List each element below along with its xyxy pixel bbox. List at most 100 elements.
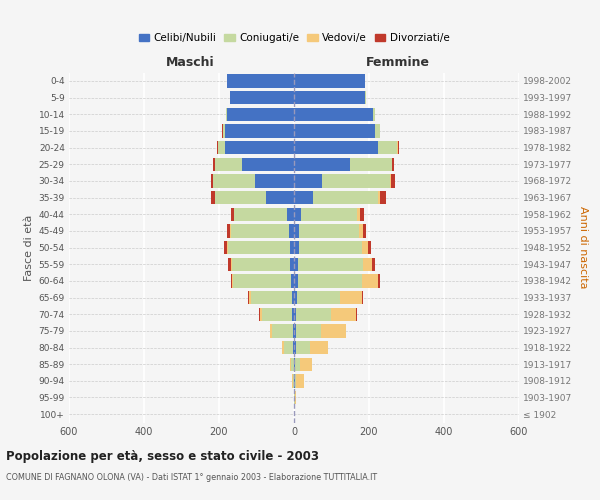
Bar bbox=[294, 374, 295, 388]
Bar bbox=[294, 208, 301, 221]
Y-axis label: Fasce di età: Fasce di età bbox=[25, 214, 34, 280]
Bar bbox=[289, 224, 294, 237]
Bar bbox=[294, 224, 299, 237]
Bar bbox=[248, 291, 249, 304]
Text: Femmine: Femmine bbox=[365, 56, 430, 69]
Bar bbox=[223, 124, 224, 138]
Bar bbox=[365, 91, 366, 104]
Bar bbox=[322, 174, 389, 188]
Bar bbox=[230, 224, 289, 237]
Bar bbox=[262, 308, 292, 321]
Bar bbox=[379, 141, 397, 154]
Bar bbox=[294, 258, 298, 271]
Bar bbox=[299, 358, 311, 371]
Text: COMUNE DI FAGNANO OLONA (VA) - Dati ISTAT 1° gennaio 2003 - Elaborazione TUTTITA: COMUNE DI FAGNANO OLONA (VA) - Dati ISTA… bbox=[6, 472, 377, 482]
Bar bbox=[331, 308, 356, 321]
Bar bbox=[266, 191, 294, 204]
Bar bbox=[310, 341, 328, 354]
Y-axis label: Anni di nascita: Anni di nascita bbox=[578, 206, 588, 289]
Bar bbox=[291, 274, 294, 287]
Bar bbox=[290, 241, 294, 254]
Bar bbox=[392, 158, 394, 171]
Bar bbox=[298, 258, 364, 271]
Bar bbox=[294, 174, 322, 188]
Bar bbox=[294, 291, 297, 304]
Bar bbox=[217, 141, 218, 154]
Bar bbox=[294, 124, 374, 138]
Bar bbox=[296, 341, 310, 354]
Bar bbox=[389, 174, 391, 188]
Bar bbox=[294, 308, 296, 321]
Bar bbox=[296, 308, 331, 321]
Bar bbox=[294, 241, 299, 254]
Bar bbox=[293, 324, 294, 338]
Bar bbox=[359, 224, 363, 237]
Bar bbox=[361, 274, 379, 287]
Bar bbox=[292, 308, 294, 321]
Bar bbox=[350, 158, 392, 171]
Bar bbox=[290, 358, 293, 371]
Bar bbox=[294, 358, 295, 371]
Bar bbox=[364, 258, 371, 271]
Bar bbox=[313, 191, 379, 204]
Bar bbox=[227, 224, 230, 237]
Bar bbox=[284, 341, 293, 354]
Bar bbox=[373, 108, 374, 121]
Text: Maschi: Maschi bbox=[166, 56, 215, 69]
Bar bbox=[226, 108, 227, 121]
Bar bbox=[368, 241, 371, 254]
Bar bbox=[294, 74, 365, 88]
Bar bbox=[272, 324, 293, 338]
Bar bbox=[294, 158, 350, 171]
Bar bbox=[211, 174, 213, 188]
Bar bbox=[297, 291, 340, 304]
Bar bbox=[282, 341, 284, 354]
Bar bbox=[218, 141, 224, 154]
Bar bbox=[293, 341, 294, 354]
Bar bbox=[215, 191, 266, 204]
Legend: Celibi/Nubili, Coniugati/e, Vedovi/e, Divorziati/e: Celibi/Nubili, Coniugati/e, Vedovi/e, Di… bbox=[134, 28, 454, 47]
Bar bbox=[292, 291, 294, 304]
Bar bbox=[294, 141, 379, 154]
Bar bbox=[357, 208, 360, 221]
Bar bbox=[241, 158, 294, 171]
Bar bbox=[215, 158, 241, 171]
Bar bbox=[371, 258, 374, 271]
Bar bbox=[298, 274, 361, 287]
Bar bbox=[322, 324, 346, 338]
Bar bbox=[227, 241, 290, 254]
Bar bbox=[233, 274, 291, 287]
Bar bbox=[380, 191, 386, 204]
Bar bbox=[299, 241, 362, 254]
Bar bbox=[391, 174, 395, 188]
Bar bbox=[224, 124, 294, 138]
Bar bbox=[294, 324, 296, 338]
Bar bbox=[294, 191, 313, 204]
Bar bbox=[295, 391, 296, 404]
Bar bbox=[356, 308, 357, 321]
Bar bbox=[230, 274, 232, 287]
Bar bbox=[214, 174, 254, 188]
Bar bbox=[259, 308, 260, 321]
Bar bbox=[269, 324, 271, 338]
Bar bbox=[254, 174, 294, 188]
Bar bbox=[260, 308, 262, 321]
Bar bbox=[294, 91, 365, 104]
Bar bbox=[271, 324, 272, 338]
Bar bbox=[363, 224, 366, 237]
Bar bbox=[379, 274, 380, 287]
Bar bbox=[230, 91, 294, 104]
Bar bbox=[232, 258, 290, 271]
Bar bbox=[234, 208, 287, 221]
Bar bbox=[299, 224, 359, 237]
Bar bbox=[227, 74, 294, 88]
Text: Popolazione per età, sesso e stato civile - 2003: Popolazione per età, sesso e stato civil… bbox=[6, 450, 319, 463]
Bar bbox=[374, 124, 380, 138]
Bar bbox=[232, 274, 233, 287]
Bar bbox=[301, 208, 357, 221]
Bar bbox=[296, 374, 304, 388]
Bar bbox=[229, 258, 232, 271]
Bar bbox=[295, 358, 299, 371]
Bar bbox=[360, 208, 364, 221]
Bar bbox=[340, 291, 362, 304]
